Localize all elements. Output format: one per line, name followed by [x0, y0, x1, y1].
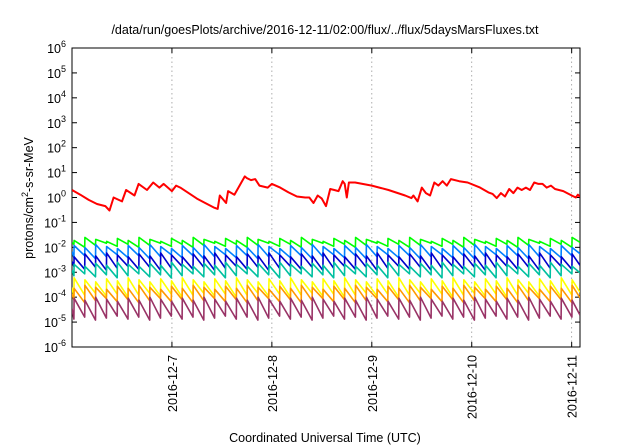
series-line-4 — [72, 261, 580, 279]
y-tick-label: 100 — [47, 189, 66, 206]
grid-lines — [171, 48, 573, 347]
y-axis-label-pre: protons/cm — [22, 197, 36, 259]
series-line-2 — [72, 243, 580, 260]
y-tick-label: 102 — [47, 139, 66, 156]
y-tick-label: 10-4 — [44, 288, 66, 305]
x-tick-label: 2016-12-8 — [266, 355, 280, 412]
y-tick-label: 10-3 — [44, 263, 66, 280]
y-tick-label: 104 — [47, 89, 66, 106]
x-tick-label: 2016-12-7 — [166, 355, 180, 412]
y-tick-label: 10-5 — [44, 313, 66, 330]
series-line-5 — [72, 277, 580, 298]
plot-frame — [71, 47, 581, 348]
chart-title: /data/run/goesPlots/archive/2016-12-11/0… — [111, 23, 539, 37]
x-tick-label: 2016-12-10 — [466, 355, 480, 419]
x-axis-ticks: 2016-12-7 2016-12-8 2016-12-9 2016-12-10 201… — [166, 48, 580, 419]
y-tick-label: 106 — [47, 39, 66, 56]
y-tick-label: 101 — [47, 164, 66, 181]
x-tick-label: 2016-12-9 — [366, 355, 380, 412]
series-line-1 — [72, 236, 580, 249]
y-axis-ticks: 10-6 10-5 10-4 10-3 10-2 10-1 100 101 102 103 104 1… — [44, 39, 580, 355]
y-axis-label-sup: 2 — [20, 192, 30, 197]
y-axis-label-post: -s-sr-MeV — [22, 136, 36, 192]
y-tick-label: 10-1 — [44, 213, 66, 230]
series-line-7 — [72, 296, 580, 321]
y-tick-label: 10-2 — [44, 238, 66, 255]
series-lines — [72, 175, 580, 321]
y-tick-label: 103 — [47, 114, 66, 131]
series-line-6 — [72, 284, 580, 304]
x-tick-label: 2016-12-11 — [566, 355, 580, 418]
series-line-0 — [72, 175, 580, 212]
x-axis-label: Coordinated Universal Time (UTC) — [229, 431, 421, 445]
y-tick-label: 105 — [47, 64, 66, 81]
y-axis-label: protons/cm2-s-sr-MeV — [20, 136, 36, 258]
y-tick-label: 10-6 — [44, 338, 66, 355]
